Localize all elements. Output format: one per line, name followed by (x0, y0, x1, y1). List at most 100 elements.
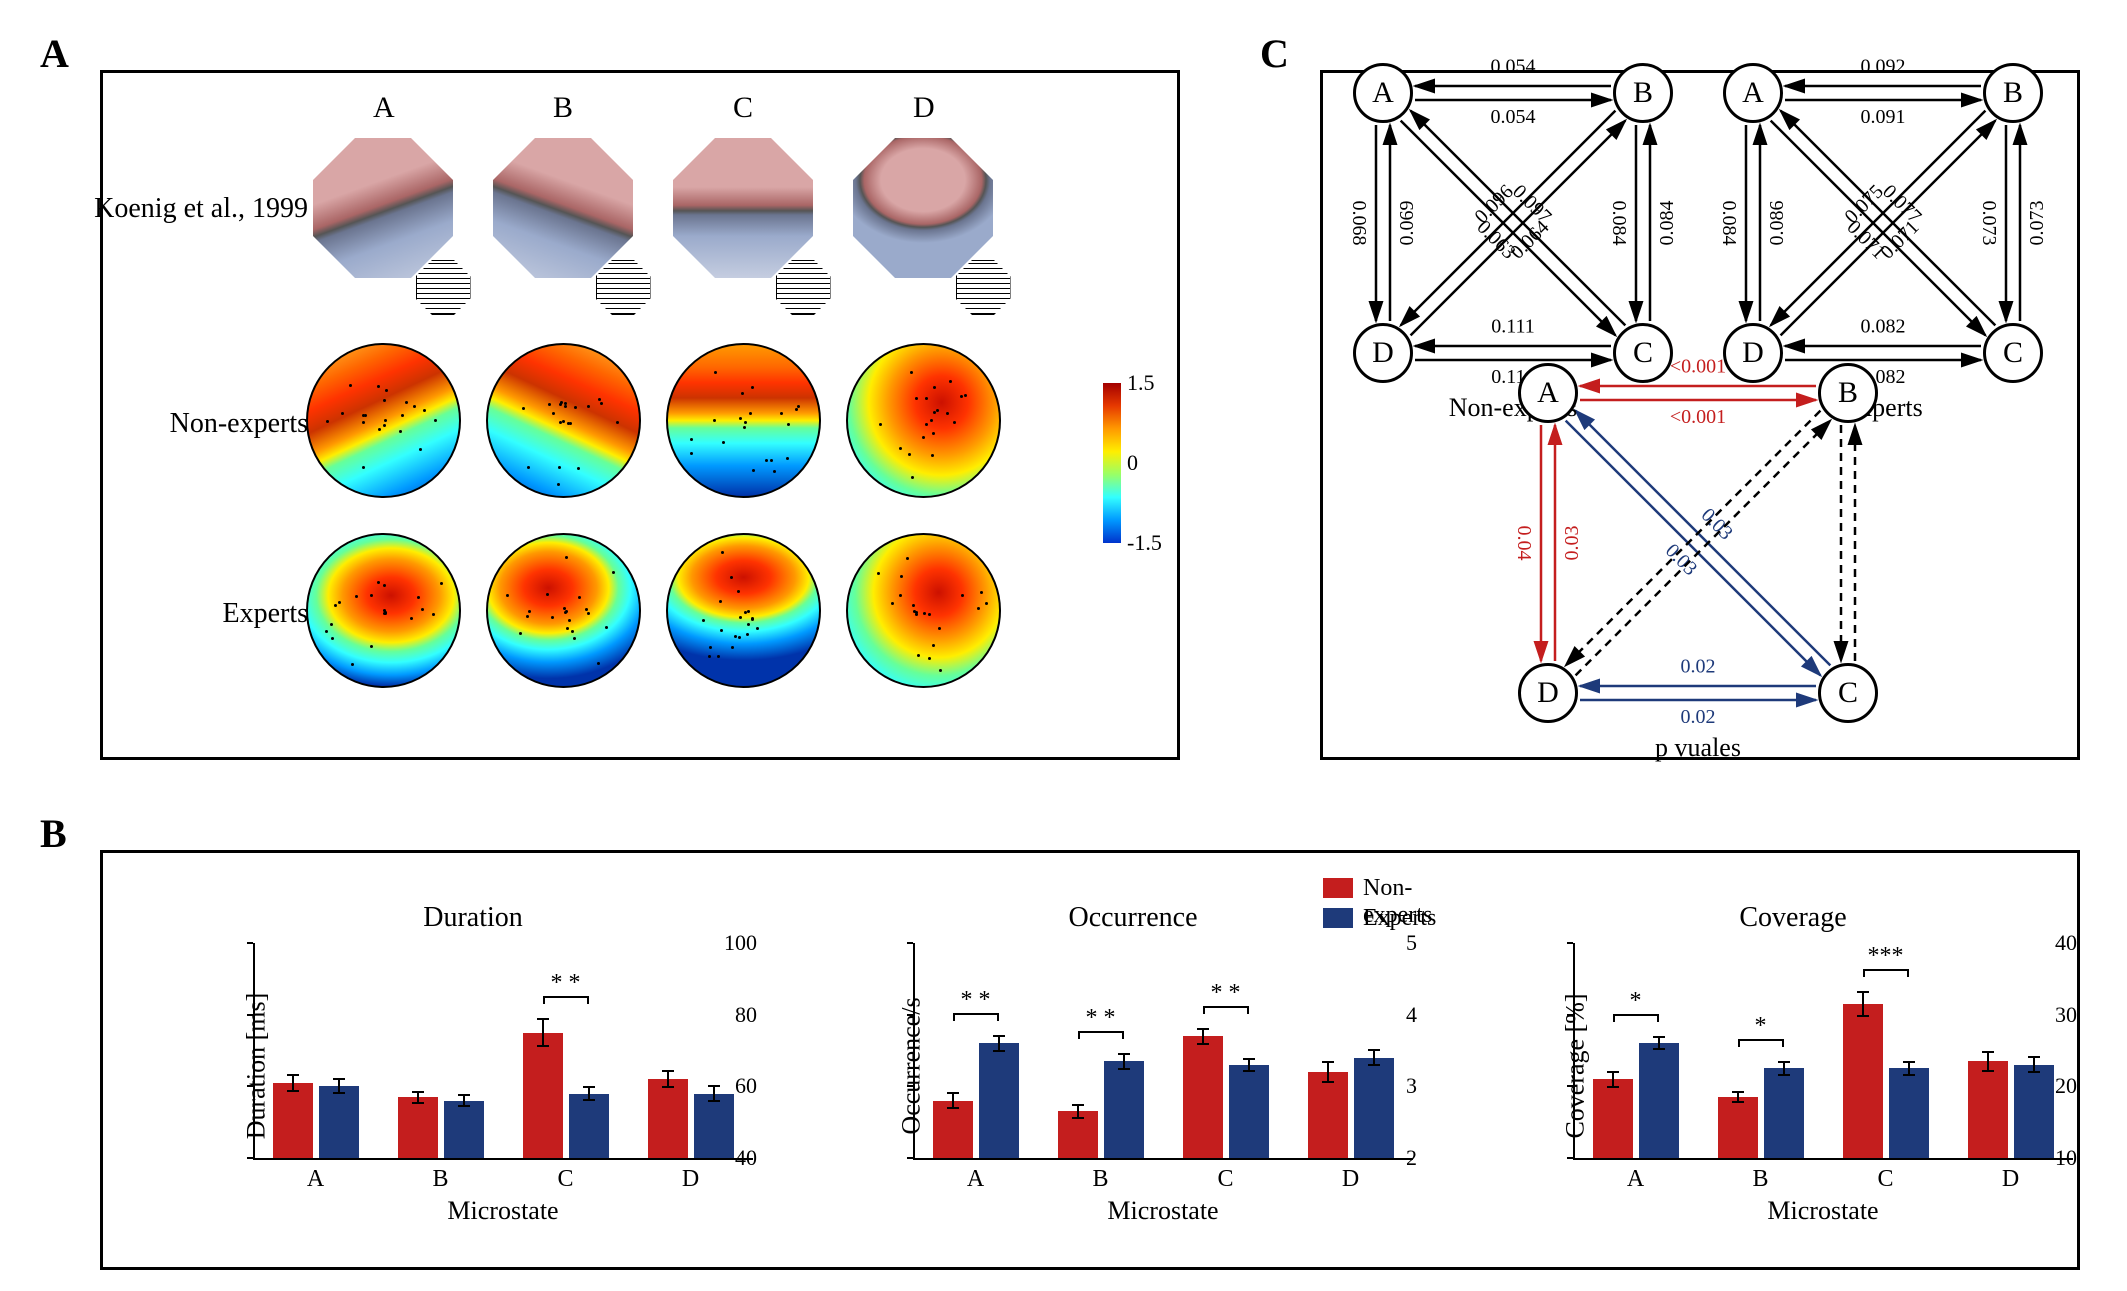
network-node: B (1613, 63, 1673, 123)
topomap (666, 533, 821, 688)
panel-c-label: C (1260, 30, 1289, 77)
xtick-label: C (1217, 1166, 1233, 1193)
topomap (486, 343, 641, 498)
svg-text:0.077: 0.077 (1878, 180, 1925, 227)
ytick-label: 40 (2007, 930, 2077, 956)
bar (1183, 1036, 1223, 1158)
network-node: B (1818, 363, 1878, 423)
ytick-label: 30 (2007, 1002, 2077, 1028)
topomap (846, 343, 1001, 498)
xtick-label: D (682, 1166, 699, 1193)
bar (979, 1043, 1019, 1158)
svg-text:0.063: 0.063 (1472, 216, 1519, 263)
panel-b-label: B (40, 810, 67, 857)
bar (648, 1079, 688, 1158)
svg-text:0.084: 0.084 (1608, 201, 1630, 246)
ylabel: Duration [ms] (241, 992, 271, 1139)
contour-inset (416, 260, 471, 315)
significance-marker: * * (1196, 980, 1256, 1007)
svg-text:<0.001: <0.001 (1670, 355, 1726, 377)
panel-b-box: Non-experts Experts Duration406080100Dur… (100, 850, 2080, 1270)
xtick-label: B (432, 1166, 448, 1193)
xlabel: Microstate (447, 1196, 558, 1226)
svg-text:0.111: 0.111 (1491, 315, 1535, 337)
panel-c-box: 0.0540.0540.0840.0840.1110.1110.0690.068… (1320, 70, 2080, 760)
bar (2014, 1065, 2054, 1158)
bar (1229, 1065, 1269, 1158)
chart-title: Coverage (1503, 902, 2083, 934)
topomap (313, 138, 453, 278)
panel-a-label: A (40, 30, 69, 77)
bar (1843, 1004, 1883, 1158)
bar-chart: Duration406080100Duration [ms]ABC* *DMic… (183, 908, 763, 1208)
svg-text:0.075: 0.075 (1840, 180, 1887, 227)
xlabel: Microstate (1767, 1196, 1878, 1226)
microstate-col-label: C (733, 91, 753, 125)
bar (1718, 1097, 1758, 1158)
svg-text:0.092: 0.092 (1861, 55, 1906, 77)
ytick-label: 80 (687, 1002, 757, 1028)
svg-text:0.086: 0.086 (1766, 201, 1788, 246)
row-label: Koenig et al., 1999 (93, 193, 308, 225)
legend-swatch-nonexperts (1323, 878, 1353, 898)
bar (444, 1101, 484, 1158)
bar-chart: Occurrence2345Occurrence/sA* *B* *C* *DM… (843, 908, 1423, 1208)
xtick-label: A (967, 1166, 984, 1193)
significance-marker: *** (1856, 943, 1916, 970)
microstate-col-label: D (913, 91, 935, 125)
topomap (666, 343, 821, 498)
topomap (673, 138, 813, 278)
bar (1639, 1043, 1679, 1158)
xtick-label: C (557, 1166, 573, 1193)
topomap (306, 343, 461, 498)
significance-marker: * (1606, 988, 1666, 1015)
network-label: p vuales (1655, 733, 1741, 763)
svg-text:0.073: 0.073 (1978, 201, 2000, 246)
xlabel: Microstate (1107, 1196, 1218, 1226)
ylabel: Coverage [%] (1561, 993, 1591, 1138)
significance-marker: * (1731, 1013, 1791, 1040)
figure-root: A 1.5 0 -1.5 ABCDKoenig et al., 1999Non-… (0, 0, 2127, 1291)
bar (1308, 1072, 1348, 1158)
svg-text:0.091: 0.091 (1861, 106, 1906, 128)
row-label: Experts (93, 598, 308, 630)
chart-title: Occurrence (843, 902, 1423, 934)
svg-text:0.097: 0.097 (1508, 180, 1555, 227)
svg-text:0.054: 0.054 (1491, 106, 1536, 128)
xtick-label: C (1877, 1166, 1893, 1193)
svg-text:0.084: 0.084 (1656, 201, 1678, 246)
topomap (306, 533, 461, 688)
contour-inset (956, 260, 1011, 315)
svg-text:0.071: 0.071 (1842, 216, 1889, 263)
microstate-col-label: B (553, 91, 573, 125)
network-node: C (1818, 663, 1878, 723)
bar (1354, 1058, 1394, 1158)
xtick-label: B (1092, 1166, 1108, 1193)
topomap (493, 138, 633, 278)
svg-text:0.096: 0.096 (1470, 180, 1517, 227)
svg-text:0.03: 0.03 (1561, 526, 1583, 561)
xtick-label: A (1627, 1166, 1644, 1193)
network-node: A (1353, 63, 1413, 123)
bar (273, 1083, 313, 1158)
ylabel: Occurrence/s (897, 997, 927, 1134)
topomap (853, 138, 993, 278)
svg-text:0.068: 0.068 (1348, 201, 1370, 246)
xtick-label: D (2002, 1166, 2019, 1193)
svg-text:0.073: 0.073 (2026, 201, 2048, 246)
contour-inset (776, 260, 831, 315)
svg-text:<0.001: <0.001 (1670, 406, 1726, 428)
topomap (846, 533, 1001, 688)
ytick-label: 4 (1347, 1002, 1417, 1028)
colorbar: 1.5 0 -1.5 (1103, 383, 1121, 543)
ytick-label: 5 (1347, 930, 1417, 956)
colorbar-tick: 1.5 (1127, 370, 1155, 396)
svg-text:0.064: 0.064 (1506, 216, 1553, 263)
bar-chart: Coverage10203040Coverage [%]A*B*C***DMic… (1503, 908, 2083, 1208)
svg-text:0.04: 0.04 (1513, 526, 1535, 561)
bar (398, 1097, 438, 1158)
topomap (486, 533, 641, 688)
ytick-label: 100 (687, 930, 757, 956)
network-node: C (1613, 323, 1673, 383)
network-node: D (1723, 323, 1783, 383)
